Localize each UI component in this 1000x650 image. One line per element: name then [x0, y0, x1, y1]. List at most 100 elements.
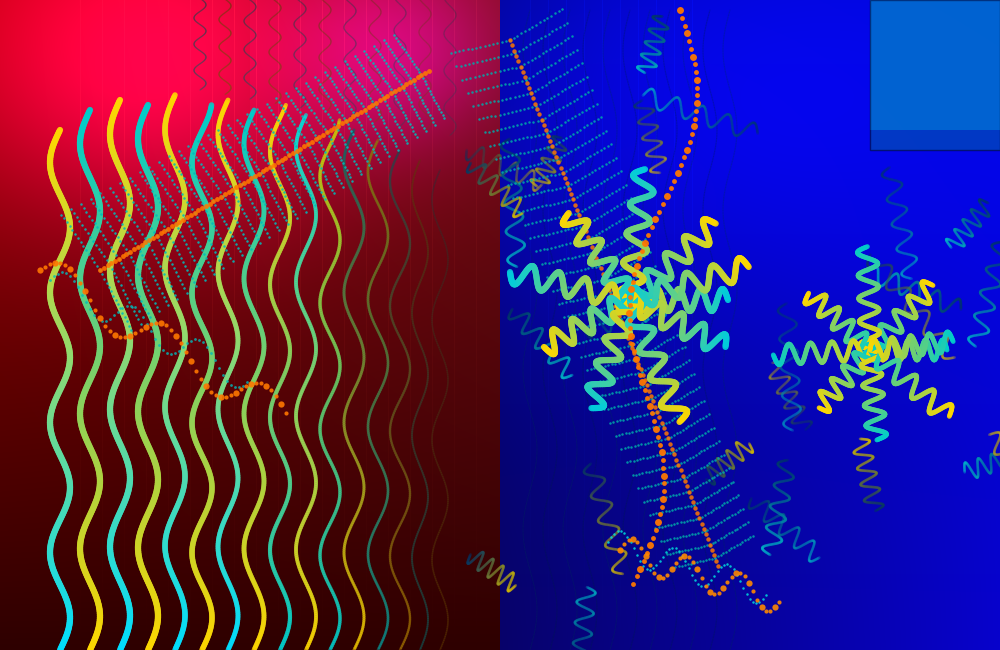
- Point: [240, 190, 256, 200]
- Point: [685, 497, 701, 508]
- Point: [77, 224, 93, 234]
- Point: [570, 175, 586, 185]
- Point: [363, 163, 379, 174]
- Point: [130, 242, 146, 252]
- Point: [679, 455, 695, 465]
- Point: [674, 441, 690, 452]
- Point: [571, 280, 587, 290]
- Point: [575, 337, 591, 347]
- Point: [494, 94, 510, 105]
- Point: [514, 162, 530, 173]
- Point: [205, 196, 221, 207]
- Point: [657, 434, 673, 445]
- Point: [485, 38, 501, 49]
- Point: [676, 473, 692, 484]
- Point: [355, 63, 371, 73]
- Point: [181, 221, 197, 231]
- Point: [329, 171, 345, 181]
- Point: [572, 157, 588, 168]
- Point: [667, 562, 683, 572]
- Point: [111, 254, 127, 264]
- Point: [471, 114, 487, 124]
- Point: [294, 151, 310, 162]
- Point: [567, 200, 583, 210]
- Point: [284, 116, 300, 126]
- Point: [390, 144, 406, 155]
- Point: [183, 210, 199, 220]
- Point: [145, 206, 161, 216]
- Point: [697, 510, 713, 520]
- Point: [583, 118, 599, 129]
- Point: [353, 120, 369, 131]
- Point: [591, 318, 607, 329]
- Point: [639, 281, 655, 292]
- Point: [242, 218, 258, 229]
- Point: [581, 136, 597, 146]
- Point: [634, 482, 650, 493]
- Point: [193, 267, 209, 278]
- Point: [235, 380, 251, 391]
- Point: [315, 144, 331, 154]
- Point: [368, 98, 384, 108]
- Point: [550, 157, 566, 168]
- Point: [63, 204, 79, 214]
- Point: [404, 100, 420, 110]
- Point: [569, 44, 585, 55]
- Point: [655, 493, 671, 504]
- Point: [223, 390, 239, 400]
- Point: [217, 135, 233, 146]
- Point: [655, 455, 671, 465]
- Point: [308, 111, 324, 122]
- Point: [489, 38, 505, 48]
- Point: [361, 102, 377, 112]
- Point: [132, 187, 148, 198]
- Point: [280, 91, 296, 101]
- Point: [241, 112, 257, 123]
- Point: [652, 356, 668, 367]
- Point: [266, 159, 282, 170]
- Point: [92, 188, 108, 199]
- Point: [265, 214, 281, 224]
- Point: [121, 320, 137, 331]
- Point: [318, 88, 334, 98]
- Point: [637, 385, 653, 395]
- Point: [721, 528, 737, 539]
- Point: [524, 102, 540, 112]
- Point: [560, 254, 576, 264]
- Point: [642, 452, 658, 462]
- Point: [339, 165, 355, 176]
- Point: [182, 247, 198, 257]
- Point: [649, 308, 665, 318]
- Point: [78, 297, 94, 307]
- Point: [576, 293, 592, 304]
- Point: [603, 172, 619, 183]
- Point: [393, 103, 409, 114]
- Point: [376, 93, 392, 103]
- Point: [328, 168, 344, 178]
- Point: [669, 532, 685, 543]
- Point: [521, 117, 537, 127]
- Point: [241, 150, 257, 161]
- Point: [606, 235, 622, 246]
- Point: [636, 497, 652, 507]
- Point: [165, 237, 181, 247]
- Point: [222, 142, 238, 153]
- Point: [319, 127, 335, 138]
- Point: [656, 337, 672, 348]
- Point: [377, 144, 393, 154]
- Point: [498, 94, 514, 104]
- Point: [527, 131, 543, 141]
- Point: [577, 89, 593, 99]
- Point: [253, 168, 269, 178]
- Point: [258, 117, 274, 127]
- Point: [710, 535, 726, 545]
- Point: [595, 318, 611, 328]
- Point: [110, 194, 126, 205]
- Point: [661, 506, 677, 516]
- Point: [195, 142, 211, 153]
- Point: [630, 359, 646, 369]
- Point: [486, 140, 502, 150]
- Point: [579, 120, 595, 131]
- Point: [309, 93, 325, 103]
- Point: [569, 127, 585, 137]
